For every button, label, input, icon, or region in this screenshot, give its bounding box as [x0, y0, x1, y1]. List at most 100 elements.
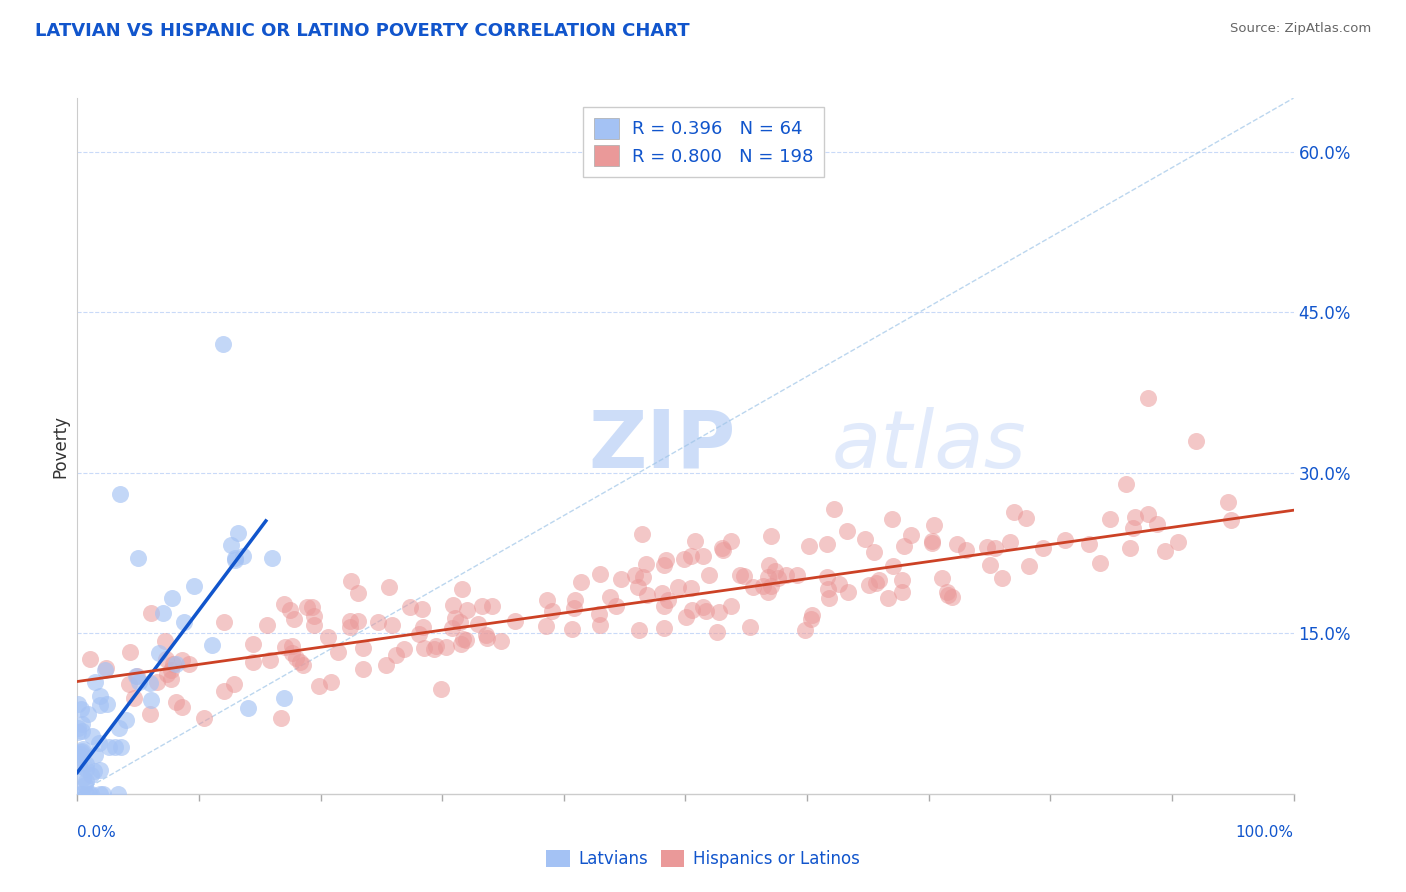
Point [766, 571, 789, 585]
Point [815, 537, 838, 551]
Point [540, 604, 562, 618]
Point [441, 598, 464, 612]
Text: atlas: atlas [831, 407, 1026, 485]
Point [636, 588, 658, 602]
Point [536, 619, 558, 633]
Point [256, 618, 278, 632]
Point [70, 787, 93, 801]
Point [110, 740, 132, 755]
Point [1078, 536, 1101, 550]
Point [869, 574, 891, 588]
Point [955, 543, 977, 558]
Point [561, 622, 583, 636]
Point [627, 580, 650, 594]
Point [125, 669, 148, 683]
Text: ZIP: ZIP [588, 407, 735, 485]
Point [672, 551, 695, 566]
Point [352, 640, 374, 655]
Point [440, 621, 463, 635]
Point [67, 759, 90, 773]
Point [434, 640, 457, 654]
Point [297, 600, 319, 615]
Point [695, 604, 717, 618]
Point [471, 599, 494, 614]
Point [564, 593, 586, 607]
Point [236, 701, 259, 715]
Point [75, 787, 97, 801]
Point [1220, 513, 1243, 527]
Point [756, 585, 779, 599]
Point [281, 647, 304, 661]
Point [467, 616, 489, 631]
Point [837, 524, 859, 538]
Point [609, 572, 631, 586]
Point [82, 729, 104, 743]
Point [1185, 434, 1208, 448]
Point [98, 740, 121, 755]
Point [273, 597, 295, 611]
Point [352, 662, 374, 676]
Point [152, 606, 174, 620]
Point [70, 702, 93, 716]
Point [94, 663, 117, 677]
Point [1136, 507, 1159, 521]
Point [891, 573, 914, 587]
Point [1146, 517, 1168, 532]
Point [69, 747, 91, 761]
Point [793, 623, 815, 637]
Point [193, 711, 215, 725]
Point [384, 648, 406, 662]
Point [273, 690, 295, 705]
Point [367, 615, 389, 629]
Point [347, 614, 370, 628]
Point [173, 615, 195, 629]
Point [138, 676, 160, 690]
Point [75, 756, 97, 771]
Point [763, 565, 786, 579]
Point [146, 675, 169, 690]
Point [562, 600, 585, 615]
Point [242, 637, 264, 651]
Point [284, 651, 307, 665]
Point [80, 787, 103, 801]
Point [474, 628, 496, 642]
Point [652, 599, 675, 613]
Point [283, 612, 305, 626]
Point [1032, 541, 1054, 555]
Point [120, 645, 142, 659]
Point [381, 618, 404, 632]
Point [679, 549, 702, 564]
Point [882, 558, 904, 573]
Point [89, 689, 111, 703]
Point [127, 551, 149, 566]
Point [1216, 495, 1239, 509]
Point [159, 672, 181, 686]
Point [588, 607, 610, 621]
Point [797, 540, 820, 554]
Point [720, 534, 742, 549]
Point [70, 745, 93, 759]
Point [865, 576, 887, 591]
Point [67, 697, 90, 711]
Point [67, 749, 90, 764]
Point [1053, 533, 1076, 548]
Point [224, 553, 246, 567]
Point [412, 620, 434, 634]
Point [627, 623, 650, 637]
Point [89, 736, 111, 750]
Point [411, 602, 433, 616]
Point [837, 585, 859, 599]
Point [655, 553, 678, 567]
Point [339, 620, 361, 634]
Point [162, 657, 184, 672]
Point [946, 537, 969, 551]
Point [280, 640, 302, 654]
Point [67, 725, 90, 739]
Point [226, 526, 249, 541]
Point [786, 567, 808, 582]
Point [94, 661, 117, 675]
Point [936, 588, 959, 602]
Point [453, 632, 475, 646]
Text: 0.0%: 0.0% [77, 825, 117, 840]
Point [450, 637, 472, 651]
